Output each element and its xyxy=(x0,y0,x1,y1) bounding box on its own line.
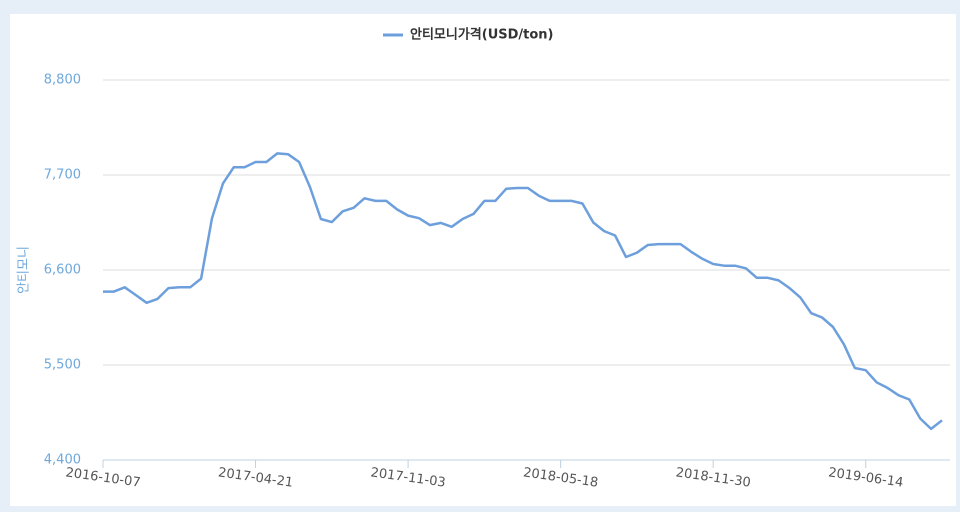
y-tick-label: 5,500 xyxy=(44,358,81,373)
legend-label: 안티모니가격(USD/ton) xyxy=(410,27,554,43)
y-axis-title: 안티모니 xyxy=(17,246,32,294)
y-tick-label: 6,600 xyxy=(44,263,81,278)
panel xyxy=(10,14,956,506)
y-tick-label: 4,400 xyxy=(44,453,81,468)
line-series xyxy=(103,152,943,431)
y-tick-label: 8,800 xyxy=(44,73,81,88)
y-tick-label: 7,700 xyxy=(44,168,81,183)
